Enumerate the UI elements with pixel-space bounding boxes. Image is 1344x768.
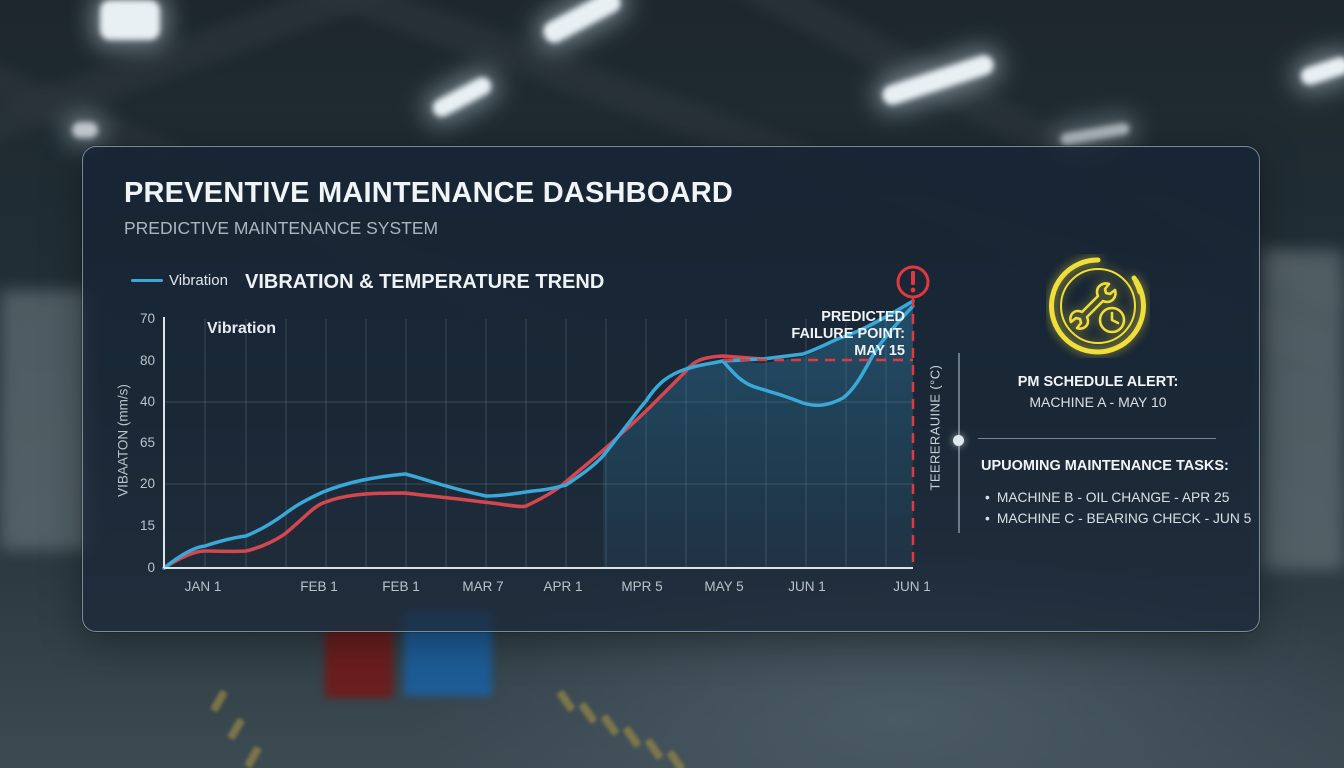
page-subtitle: PREDICTIVE MAINTENANCE SYSTEM [124, 218, 439, 238]
upcoming-tasks-list: MACHINE B - OIL CHANGE - APR 25 MACHINE … [985, 487, 1252, 529]
floor-stripe [210, 689, 228, 713]
ceiling-light [429, 74, 495, 120]
page-title: PREVENTIVE MAINTENANCE DASHBOARD [124, 177, 733, 209]
y-tick: 15 [139, 518, 155, 533]
ceiling-light [539, 0, 625, 47]
floor-stripe [600, 713, 620, 737]
ceiling-light [72, 122, 98, 138]
floor-stripe [578, 701, 598, 725]
section-divider [978, 438, 1216, 439]
floor-stripe [227, 717, 245, 741]
vibration-line [162, 299, 915, 570]
trend-chart [162, 265, 930, 570]
x-tick: MAY 5 [704, 579, 744, 594]
failure-label-line1: PREDICTED [821, 309, 905, 325]
background-machine [0, 290, 90, 550]
alert-exclamation-icon[interactable] [896, 265, 930, 299]
floor-stripe [622, 725, 642, 749]
failure-label-line2: FAILURE POINT: [791, 326, 905, 342]
pm-alert-value: MACHINE A - MAY 10 [1029, 394, 1167, 410]
x-tick: MPR 5 [621, 579, 663, 594]
floor-stripe [666, 749, 686, 768]
x-tick: FEB 1 [382, 579, 420, 594]
y-tick: 65 [139, 435, 155, 450]
background-machine [1262, 250, 1344, 570]
background-cabinet-red [325, 628, 393, 698]
y-axis-label: VIBAATON (mm/s) [115, 384, 131, 497]
y-tick: 40 [139, 394, 155, 409]
chart-legend: Vibration [131, 272, 228, 289]
x-tick: FEB 1 [300, 579, 338, 594]
wrench-clock-icon[interactable] [1046, 254, 1150, 358]
x-tick: JUN 1 [788, 579, 826, 594]
ceiling-light [1059, 122, 1131, 146]
ceiling-light [100, 0, 160, 40]
pm-alert-title: PM SCHEDULE ALERT: [1017, 374, 1179, 390]
timeline-slider-handle[interactable] [953, 435, 964, 446]
x-tick: APR 1 [543, 579, 583, 594]
temperature-line [162, 354, 765, 570]
y-tick: 70 [139, 311, 155, 326]
floor-stripe [244, 745, 262, 768]
x-tick: JAN 1 [184, 579, 222, 594]
floor-stripe [556, 689, 576, 713]
legend-label-vibration: Vibration [169, 272, 228, 289]
y-tick: 80 [139, 353, 155, 368]
ceiling-light [1298, 54, 1344, 88]
x-tick: MAR 7 [462, 579, 504, 594]
chart-title: VIBRATION & TEMPERATURE TREND [245, 271, 605, 293]
y-tick: 0 [147, 560, 155, 575]
dashboard-panel: PREVENTIVE MAINTENANCE DASHBOARD PREDICT… [82, 146, 1260, 632]
task-item[interactable]: MACHINE C - BEARING CHECK - JUN 5 [985, 508, 1252, 529]
predicted-failure-label: PREDICTED FAILURE POINT: MAY 15 [791, 309, 905, 360]
vibration-area [603, 301, 913, 568]
x-tick: JUN 1 [893, 579, 931, 594]
floor-stripe [644, 737, 664, 761]
failure-label-line3: MAY 15 [854, 343, 905, 359]
temperature-axis-label: TEERERAUINE (°C) [927, 364, 943, 491]
task-item[interactable]: MACHINE B - OIL CHANGE - APR 25 [985, 487, 1251, 508]
series-label-vibration: Vibration [207, 320, 277, 337]
vibration-dip-line [721, 304, 915, 408]
legend-swatch-vibration [131, 279, 163, 282]
y-tick: 20 [139, 476, 155, 491]
upcoming-tasks-title: UPUOMING MAINTENANCE TASKS: [981, 458, 1229, 474]
